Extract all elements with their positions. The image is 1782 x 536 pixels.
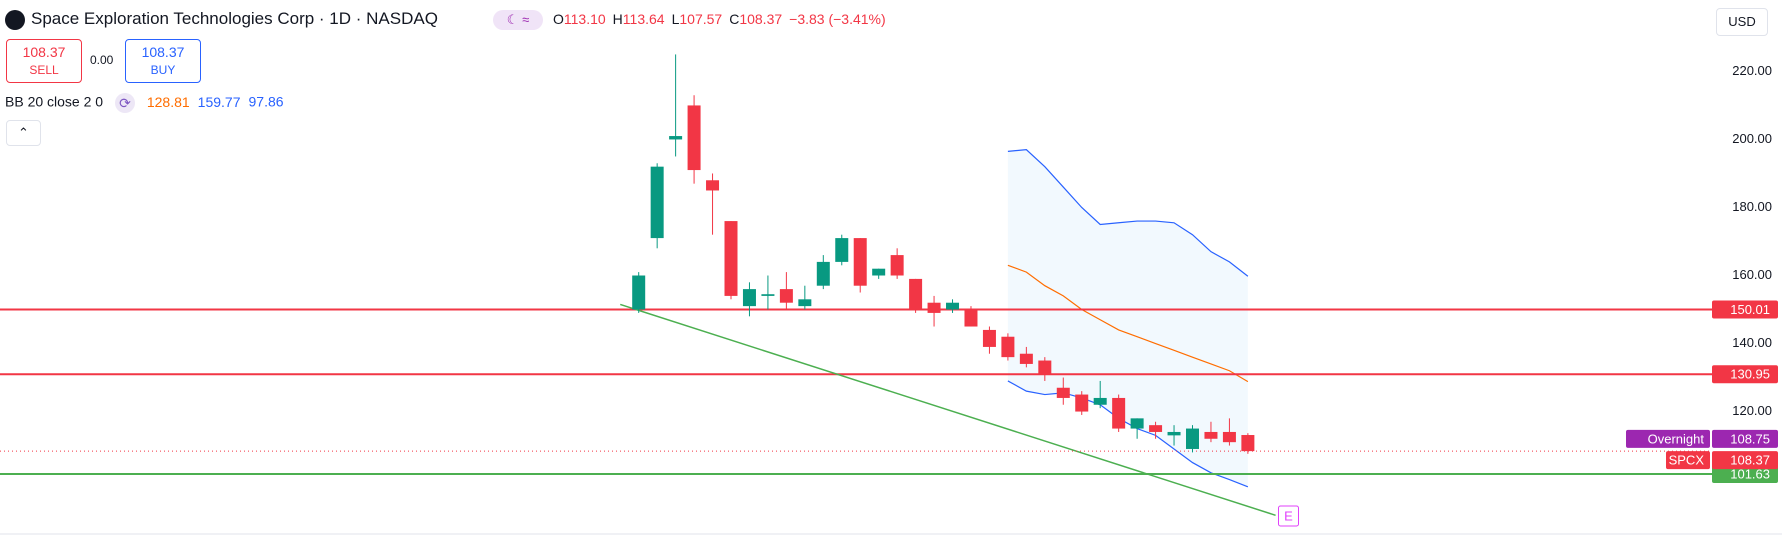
ohlc: O113.10 H113.64 L107.57 C108.37 −3.83 (−3.41… <box>553 11 886 27</box>
level-tag <box>1712 300 1778 319</box>
ohlc-value: 108.37 <box>739 11 783 27</box>
candle-body <box>1001 336 1015 358</box>
bb-lower: 97.86 <box>248 93 284 110</box>
level-tag-label: 130.95 <box>1730 367 1770 382</box>
sell-price: 108.37 <box>22 44 66 60</box>
bb-fill <box>1007 149 1248 487</box>
candle-body <box>964 309 978 327</box>
trendline <box>620 303 1276 517</box>
candle-body <box>761 294 775 296</box>
level-tag-label: 101.63 <box>1730 466 1770 481</box>
candle-body <box>724 221 738 296</box>
spread: 0.00 <box>90 53 114 67</box>
candle-body <box>1186 428 1199 449</box>
y-tick-label: 200.00 <box>1732 131 1772 146</box>
candle-body <box>632 275 646 310</box>
y-tick-label: 140.00 <box>1732 335 1772 350</box>
ohlc-value: 107.57 <box>679 11 723 27</box>
sell-label: SELL <box>29 63 59 77</box>
candle-body <box>1075 394 1089 412</box>
candle-body <box>1167 431 1181 436</box>
ohlc-value: 113.64 <box>622 11 665 27</box>
ohlc-label: C <box>729 11 740 27</box>
candle-body <box>742 289 756 307</box>
candle-body <box>779 289 793 303</box>
indicator-legend: BB 20 close 2 0 ⟳ 128.81 159.77 97.86 <box>5 93 284 113</box>
candle-body <box>687 105 701 171</box>
candle-body <box>835 238 849 262</box>
buy-price: 108.37 <box>141 44 185 60</box>
candle-body <box>890 255 904 276</box>
indicator-icon[interactable]: ⟳ <box>114 93 135 113</box>
change: −3.83 (−3.41%) <box>789 11 886 27</box>
ohlc-label: H <box>612 11 623 27</box>
price-tag-label: 108.75 <box>1730 431 1770 446</box>
buy-button[interactable]: 108.37 BUY <box>125 39 201 83</box>
bb-lower-line <box>1007 380 1249 488</box>
price-tag-name: Overnight <box>1648 431 1705 446</box>
candle-body <box>798 299 812 307</box>
candle-body <box>706 180 720 191</box>
y-tick-label: 160.00 <box>1732 267 1772 282</box>
bb-upper-line <box>1007 149 1249 277</box>
candle-body <box>1019 353 1033 364</box>
event-marker <box>1277 505 1299 527</box>
session-pill[interactable]: ☾ ≈ <box>493 10 543 30</box>
candle-body <box>1204 431 1218 439</box>
candle-body <box>1130 418 1144 429</box>
level-tag-label: 150.01 <box>1730 302 1770 317</box>
indicator-name[interactable]: BB 20 close 2 0 <box>5 93 104 110</box>
candle-body <box>1112 397 1126 429</box>
bb-basis-line <box>1007 264 1249 383</box>
candle-body <box>1093 397 1107 405</box>
candle-body <box>946 302 960 310</box>
ohlc-label: O <box>553 11 564 27</box>
currency-button[interactable]: USD <box>1716 8 1768 36</box>
ohlc-value: 113.10 <box>563 11 606 27</box>
candle-body <box>982 329 996 347</box>
price-tag-label: 108.37 <box>1730 453 1770 468</box>
candle-body <box>1241 435 1255 452</box>
candle-body <box>853 238 867 286</box>
level-tag <box>1712 365 1778 384</box>
buy-label: BUY <box>150 63 176 77</box>
collapse-button[interactable]: ⌃ <box>6 120 41 146</box>
candle-body <box>1222 431 1236 443</box>
bb-upper: 159.77 <box>197 93 241 110</box>
candle-body <box>1038 360 1052 375</box>
candle-body <box>1056 387 1070 398</box>
logo <box>5 10 25 30</box>
candle-body <box>650 166 664 239</box>
price-tag-name-bg <box>1666 451 1710 470</box>
price-tag-name-bg <box>1626 429 1710 448</box>
ohlc-label: L <box>671 11 680 27</box>
event-label: E <box>1284 508 1293 523</box>
symbol-title[interactable]: Space Exploration Technologies Corp · 1D… <box>31 9 438 28</box>
y-tick-label: 120.00 <box>1732 403 1772 418</box>
candle-body <box>909 278 923 310</box>
y-tick-label: 180.00 <box>1732 199 1772 214</box>
candle-body <box>669 136 683 140</box>
sell-button[interactable]: 108.37 SELL <box>6 39 82 83</box>
candle-body <box>872 268 886 276</box>
level-tag <box>1712 465 1778 484</box>
candle-body <box>816 261 830 286</box>
candle-body <box>927 302 941 313</box>
price-tag-name: SPCX <box>1669 453 1705 468</box>
price-tag <box>1712 429 1778 448</box>
bb-basis: 128.81 <box>146 93 190 110</box>
y-tick-label: 220.00 <box>1732 63 1772 78</box>
price-tag <box>1712 451 1778 470</box>
candle-body <box>1149 425 1163 432</box>
